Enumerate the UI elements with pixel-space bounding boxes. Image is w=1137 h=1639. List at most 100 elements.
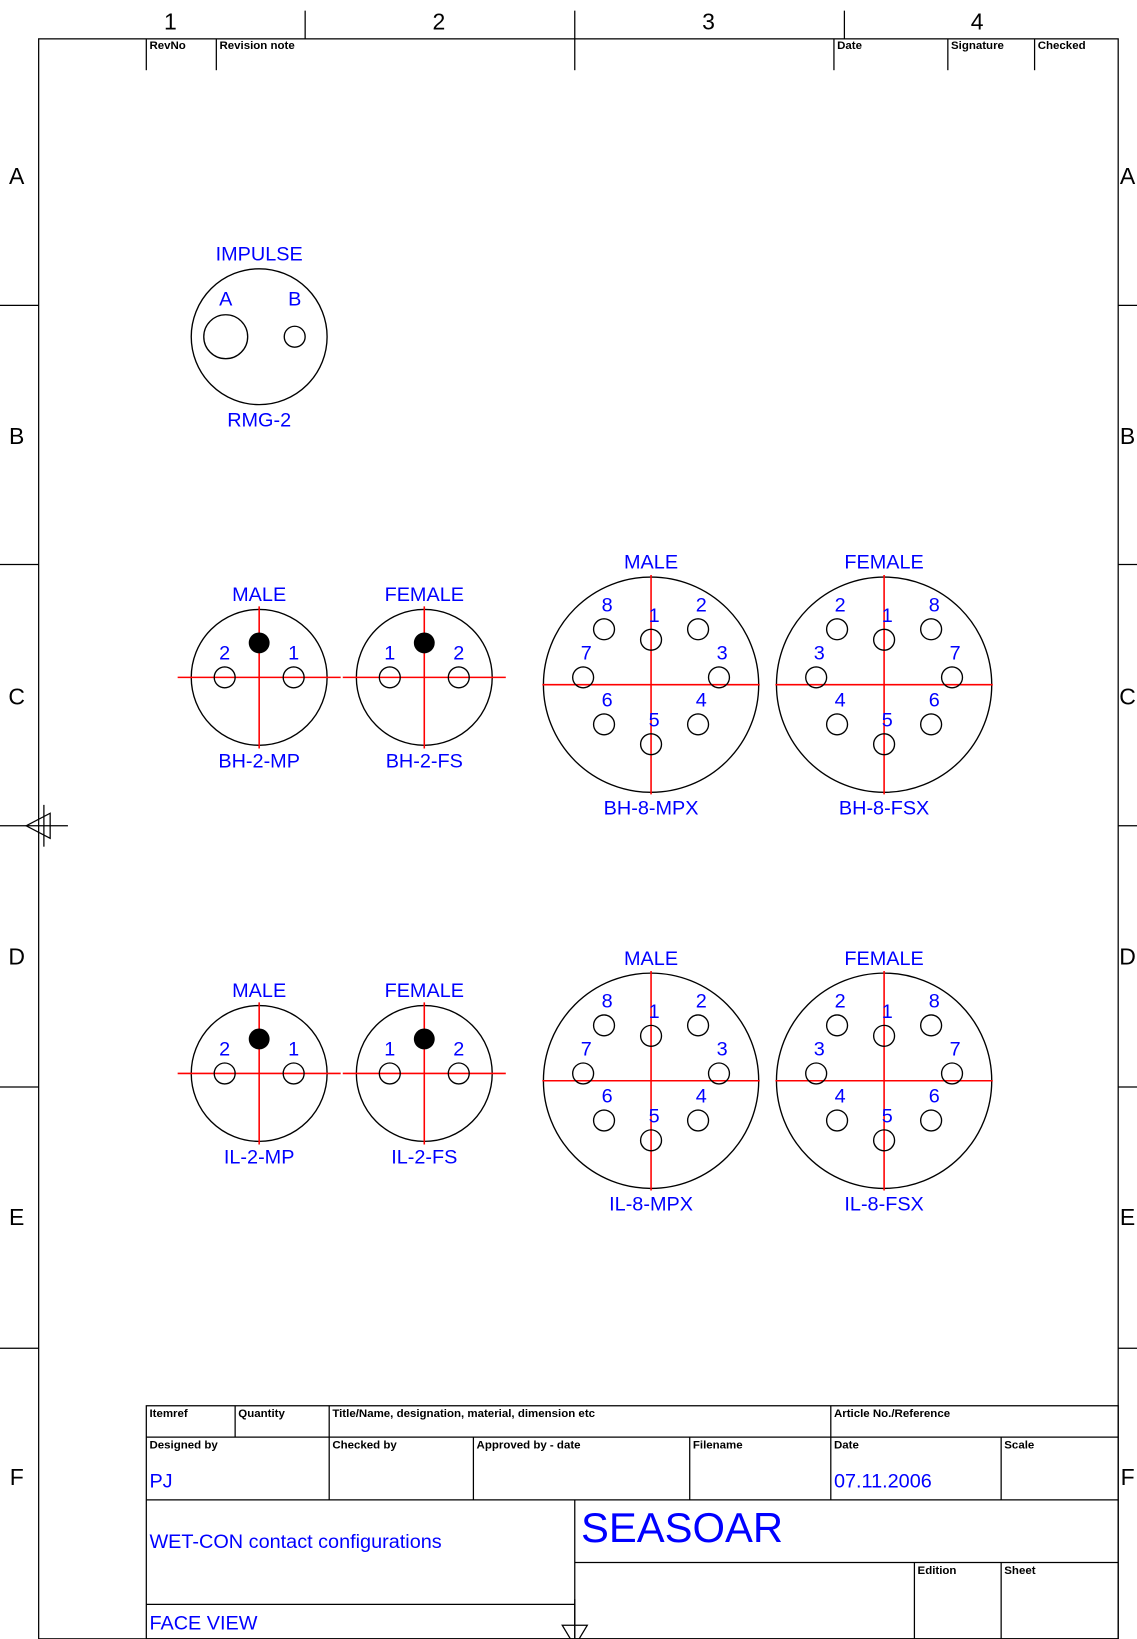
- pin: [872, 1129, 896, 1152]
- pin: [940, 666, 964, 689]
- column-number: 4: [971, 8, 984, 34]
- pin: [592, 618, 616, 641]
- pin-label: 4: [835, 690, 846, 712]
- column-number: 1: [164, 8, 177, 34]
- pin: [378, 666, 401, 689]
- pin: [639, 733, 663, 756]
- pin: [447, 1062, 470, 1085]
- pin-label: 1: [384, 1039, 395, 1061]
- pin-label: 4: [835, 1086, 846, 1108]
- pin: [686, 1109, 710, 1132]
- pin: [686, 1014, 710, 1037]
- pin: [639, 1129, 663, 1152]
- title-label: Title/Name, designation, material, dimen…: [332, 1408, 595, 1420]
- pin: [686, 618, 710, 641]
- connector-top-label: FEMALE: [844, 552, 923, 574]
- frame-border: [38, 38, 1119, 1639]
- rev-date: Date: [837, 40, 862, 52]
- column-number: 2: [433, 8, 446, 34]
- pin: [572, 666, 595, 689]
- frame-ticks: [0, 10, 1137, 1639]
- row-letter: B: [1120, 423, 1135, 449]
- key-dot: [248, 1028, 270, 1050]
- pin: [592, 713, 616, 736]
- connector-top-label: MALE: [232, 584, 286, 606]
- pin-label: 2: [835, 991, 846, 1013]
- sheet-label: Sheet: [1004, 1565, 1035, 1577]
- pin-label: 1: [649, 1001, 660, 1023]
- pin-label: 1: [384, 643, 395, 665]
- connector-top-label: FEMALE: [385, 980, 464, 1002]
- title-block-lines: [145, 1405, 1119, 1639]
- key-dot: [413, 1028, 435, 1050]
- pin-label: 6: [929, 690, 940, 712]
- pin-label: 7: [581, 1039, 592, 1061]
- designed-by-label: Designed by: [149, 1440, 218, 1452]
- pin-label: 3: [717, 1039, 728, 1061]
- pin-label: 6: [602, 1086, 613, 1108]
- pin-label: 6: [602, 690, 613, 712]
- pin: [378, 1062, 401, 1085]
- connector-name: BH-2-FS: [386, 750, 463, 772]
- pin-label: 7: [950, 643, 961, 665]
- pin-label: 3: [814, 1039, 825, 1061]
- date: 07.11.2006: [834, 1470, 932, 1492]
- pin-label: 5: [882, 710, 893, 732]
- rev-signature: Signature: [951, 40, 1004, 52]
- connector-top-label: IMPULSE: [216, 243, 303, 265]
- pin: [919, 1109, 943, 1132]
- pin-label: 2: [453, 643, 464, 665]
- connector-top-label: FEMALE: [844, 948, 923, 970]
- filename-label: Filename: [693, 1440, 743, 1452]
- pin-label: 5: [882, 1106, 893, 1128]
- connector-name: IL-2-FS: [391, 1146, 457, 1168]
- row-letter: C: [1119, 683, 1136, 709]
- subtitle: FACE VIEW: [149, 1612, 257, 1634]
- pin-label: 4: [696, 1086, 707, 1108]
- rev-note: Revision note: [219, 40, 294, 52]
- connector-name: IL-2-MP: [224, 1146, 295, 1168]
- row-letter: C: [8, 683, 25, 709]
- pin: [805, 1062, 828, 1085]
- itemref: Itemref: [149, 1408, 187, 1420]
- pin: [919, 713, 943, 736]
- pin: [639, 1024, 663, 1047]
- pin: [592, 1109, 616, 1132]
- row-letter: D: [8, 944, 25, 970]
- pin: [686, 713, 710, 736]
- pin: [282, 1062, 305, 1085]
- designed-by: PJ: [149, 1470, 172, 1492]
- key-dot: [413, 632, 435, 654]
- column-number: 3: [702, 8, 715, 34]
- pin: [283, 325, 306, 348]
- pin-label: 1: [882, 1001, 893, 1023]
- pin-label: 6: [929, 1086, 940, 1108]
- connector-name: BH-2-MP: [218, 750, 300, 772]
- rev-checked: Checked: [1038, 40, 1086, 52]
- pin: [872, 733, 896, 756]
- pin: [213, 1062, 236, 1085]
- pin: [203, 314, 249, 360]
- connector-name: IL-8-FSX: [844, 1193, 923, 1215]
- pin-label: 8: [602, 991, 613, 1013]
- connector-name: IL-8-MPX: [609, 1193, 693, 1215]
- checked-by-label: Checked by: [332, 1440, 397, 1452]
- pin-label: 2: [835, 595, 846, 617]
- row-letter: F: [1121, 1464, 1135, 1490]
- pin: [805, 666, 828, 689]
- pin-label: 2: [453, 1039, 464, 1061]
- connector-top-label: MALE: [624, 948, 678, 970]
- pin-label: 8: [602, 595, 613, 617]
- row-letter: A: [9, 163, 25, 189]
- pin-label: 5: [649, 1106, 660, 1128]
- connector-body: [190, 268, 328, 406]
- connector-top-label: MALE: [232, 980, 286, 1002]
- pin: [707, 666, 731, 689]
- rev-no: RevNo: [149, 40, 185, 52]
- pin: [825, 618, 849, 641]
- key-dot: [248, 632, 270, 654]
- approved-by-label: Approved by - date: [477, 1440, 581, 1452]
- pin-label: 1: [288, 643, 299, 665]
- pin: [872, 628, 896, 651]
